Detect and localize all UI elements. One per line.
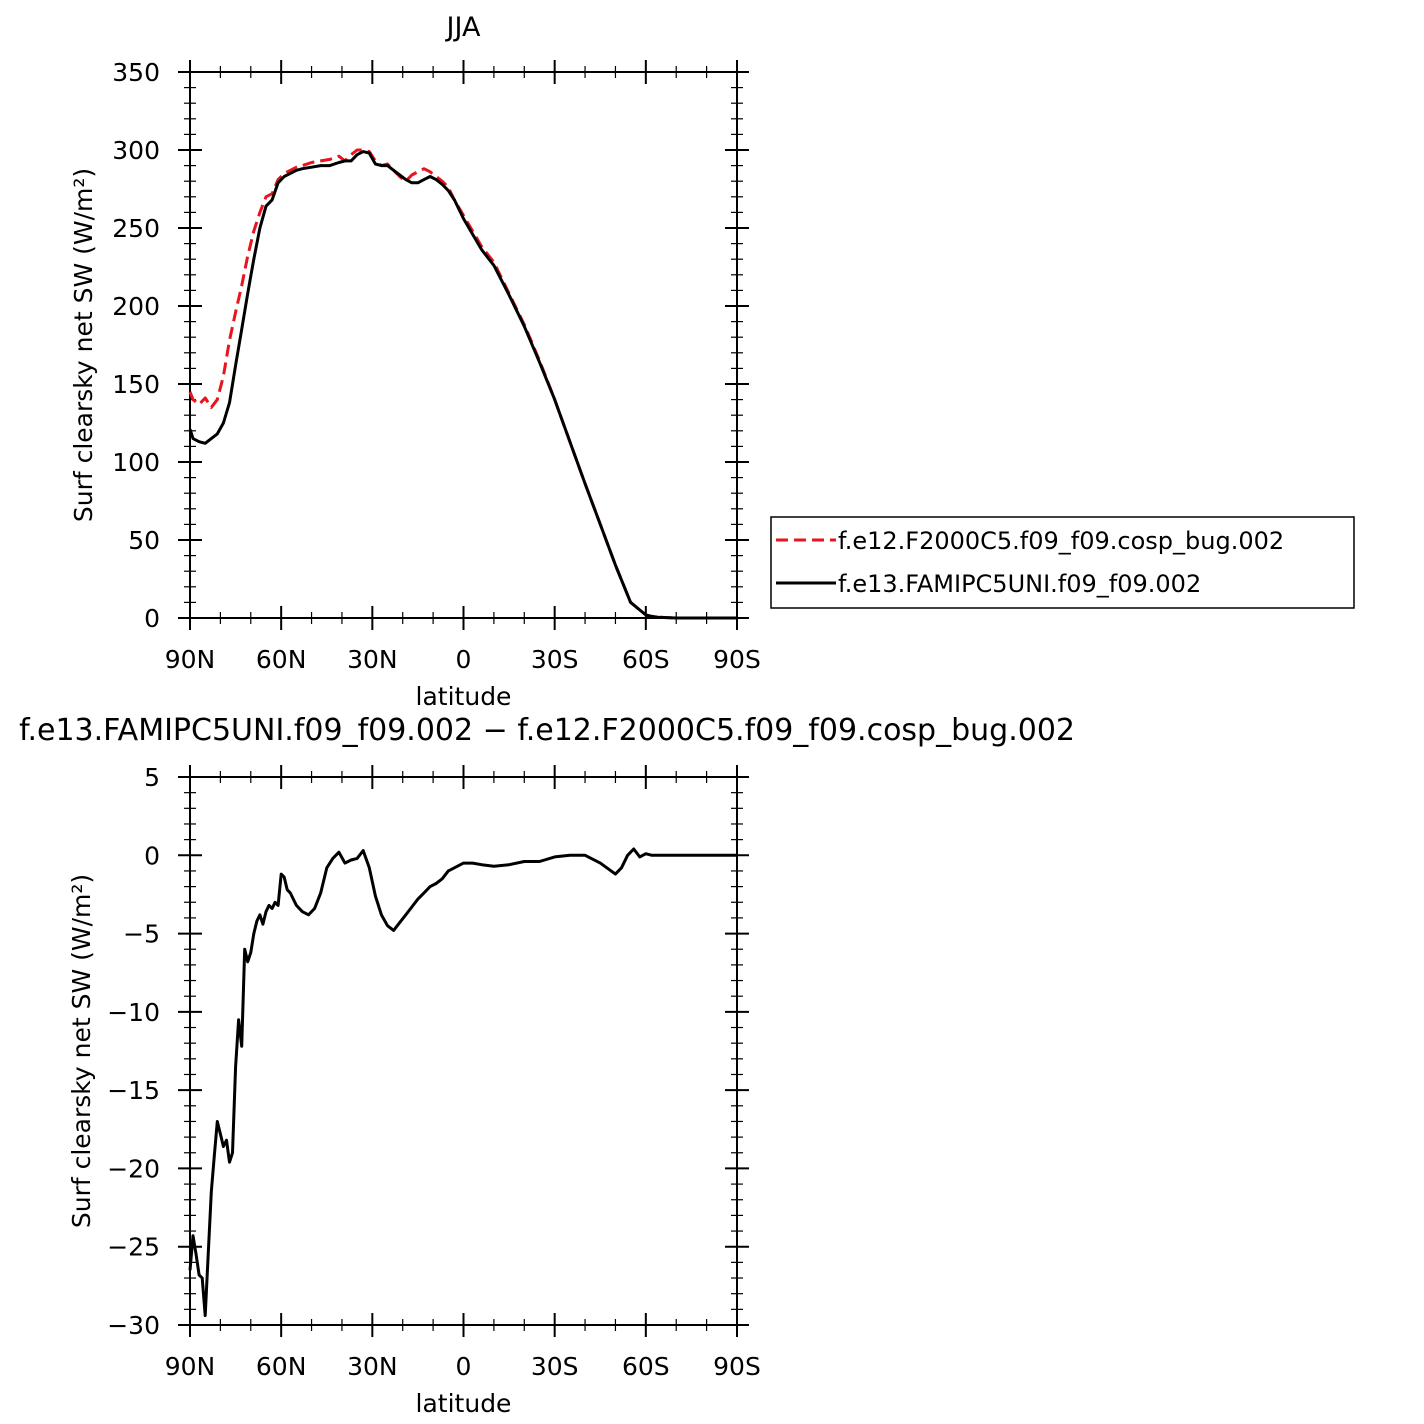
series-line-1 [188,847,737,1318]
x-tick-label: 90N [165,1352,216,1381]
y-tick-label: −15 [107,1076,160,1105]
x-tick-label: 60N [256,645,307,674]
x-tick-label: 0 [456,645,472,674]
y-tick-label: 0 [144,841,160,870]
legend: f.e12.F2000C5.f09_f09.cosp_bug.002 f.e13.… [770,516,1355,609]
y-tick-label: 50 [128,526,160,555]
plot-frame [189,776,738,1326]
y-tick-label: −20 [107,1154,160,1183]
x-tick-label: 30N [347,1352,398,1381]
y-axis-label: Surf clearsky net SW (W/m²) [67,874,96,1228]
legend-box [770,516,1355,609]
chart-panel-2 [178,765,749,1337]
y-tick-label: −25 [107,1233,160,1262]
y-tick-label: 250 [112,214,160,243]
y-tick-label: 150 [112,370,160,399]
y-tick-label: −10 [107,998,160,1027]
y-tick-label: 300 [112,136,160,165]
y-tick-label: −5 [123,920,160,949]
x-tick-label: 90S [713,1352,761,1381]
legend-label-2: f.e13.FAMIPC5UNI.f09_f09.002 [838,570,1201,598]
y-tick-label: 100 [112,448,160,477]
x-tick-label: 60S [622,1352,670,1381]
x-tick-label: 90S [713,645,761,674]
y-tick-label: 200 [112,292,160,321]
chart-title: JJA [445,12,481,43]
x-tick-label: 90N [165,645,216,674]
plot-frame [189,71,738,619]
y-tick-label: 5 [144,763,160,792]
x-axis-label: latitude [416,682,512,711]
y-tick-label: −30 [107,1311,160,1340]
y-tick-label: 0 [144,604,160,633]
x-axis-label: latitude [416,1389,512,1418]
chart-title: f.e13.FAMIPC5UNI.f09_f09.002 − f.e12.F20… [19,713,1075,748]
chart-panel-1: f.e12.F2000C5.f09_f09.cosp_bug.002 f.e13.… [178,60,1355,630]
y-axis-label: Surf clearsky net SW (W/m²) [69,168,98,522]
x-tick-label: 60N [256,1352,307,1381]
x-tick-label: 30N [347,645,398,674]
x-tick-label: 60S [622,645,670,674]
x-tick-label: 0 [456,1352,472,1381]
legend-label-1: f.e12.F2000C5.f09_f09.cosp_bug.002 [838,527,1284,555]
series-line-2 [188,150,737,620]
x-tick-label: 30S [531,645,579,674]
x-tick-label: 30S [531,1352,579,1381]
y-tick-label: 350 [112,58,160,87]
